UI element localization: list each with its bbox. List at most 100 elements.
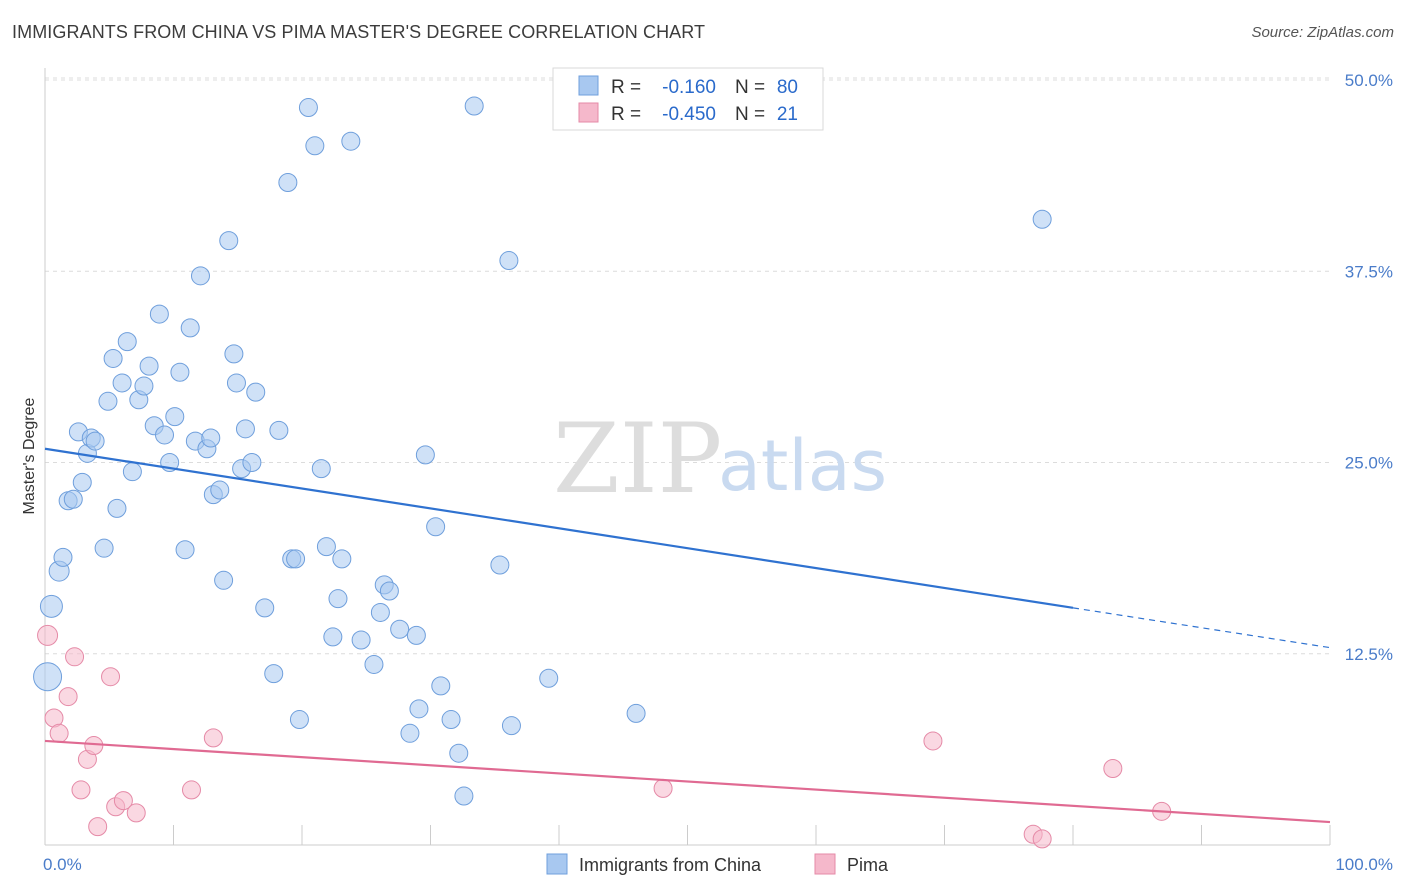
legend-label-1: Pima bbox=[847, 855, 889, 875]
point-s0-44 bbox=[264, 664, 284, 684]
watermark-atlas: atlas bbox=[718, 425, 887, 507]
point-s0-62 bbox=[379, 581, 399, 601]
point-s0-11 bbox=[94, 538, 114, 558]
point-s0-10 bbox=[85, 431, 105, 451]
point-s0-38 bbox=[226, 373, 246, 393]
point-s0-69 bbox=[431, 676, 451, 696]
point-s0-64 bbox=[400, 723, 420, 743]
point-s1-15 bbox=[653, 778, 673, 798]
point-s0-48 bbox=[286, 549, 306, 569]
y-tick-label-2: 37.5% bbox=[1345, 262, 1393, 281]
x-tick-label-1: 100.0% bbox=[1335, 855, 1393, 874]
point-s0-13 bbox=[103, 348, 123, 368]
stats-r-label-1: R = bbox=[611, 104, 641, 125]
point-s0-67 bbox=[415, 445, 435, 465]
point-s0-59 bbox=[364, 654, 384, 674]
point-s1-16 bbox=[923, 731, 943, 751]
point-s0-26 bbox=[170, 362, 190, 382]
data-points bbox=[33, 96, 1172, 849]
point-s0-57 bbox=[341, 131, 361, 151]
stats-n-label-0: N = bbox=[735, 77, 765, 98]
point-s0-65 bbox=[406, 625, 426, 645]
point-s1-0 bbox=[37, 624, 59, 646]
watermark: ZIP atlas bbox=[553, 403, 887, 515]
point-s0-7 bbox=[72, 472, 92, 492]
point-s0-37 bbox=[224, 344, 244, 364]
point-s0-17 bbox=[122, 462, 142, 482]
point-s1-5 bbox=[71, 780, 91, 800]
chart-title: IMMIGRANTS FROM CHINA VS PIMA MASTER'S D… bbox=[12, 22, 706, 42]
point-s0-50 bbox=[298, 98, 318, 118]
legend-label-0: Immigrants from China bbox=[579, 855, 762, 875]
point-s1-4 bbox=[65, 647, 85, 667]
point-s0-27 bbox=[175, 540, 195, 560]
point-s1-18 bbox=[1032, 829, 1052, 849]
point-s0-55 bbox=[328, 589, 348, 609]
point-s0-53 bbox=[316, 537, 336, 557]
point-s0-19 bbox=[134, 376, 154, 396]
trend-extension-s0 bbox=[1072, 607, 1331, 649]
point-s0-16 bbox=[117, 332, 137, 352]
stats-n-label-1: N = bbox=[735, 104, 765, 125]
point-s0-63 bbox=[390, 619, 410, 639]
point-s0-0 bbox=[33, 662, 63, 692]
point-s0-23 bbox=[155, 425, 175, 445]
point-s0-30 bbox=[190, 266, 210, 286]
trend-lines bbox=[44, 447, 1331, 824]
point-s0-15 bbox=[112, 373, 132, 393]
point-s0-77 bbox=[539, 668, 559, 688]
stats-r-label-0: R = bbox=[611, 77, 641, 98]
y-axis-label: Master's Degree bbox=[21, 397, 38, 514]
point-s0-42 bbox=[246, 382, 266, 402]
point-s0-58 bbox=[351, 630, 371, 650]
y-tick-label-1: 25.0% bbox=[1345, 454, 1393, 473]
point-s0-20 bbox=[139, 356, 159, 376]
stats-r-value-1: -0.450 bbox=[662, 104, 716, 125]
trend-line-s1 bbox=[44, 739, 1331, 824]
point-s1-19 bbox=[1103, 759, 1123, 778]
point-s0-56 bbox=[332, 549, 352, 569]
point-s0-41 bbox=[242, 453, 262, 472]
stats-n-value-1: 21 bbox=[777, 104, 798, 125]
point-s0-45 bbox=[269, 420, 289, 440]
point-s1-14 bbox=[203, 728, 223, 748]
point-s0-36 bbox=[219, 231, 239, 251]
point-s0-72 bbox=[454, 786, 474, 806]
stats-n-value-0: 80 bbox=[777, 77, 798, 98]
point-s0-79 bbox=[1032, 209, 1052, 229]
legend-swatch-0 bbox=[546, 853, 568, 875]
grid-lines bbox=[45, 77, 1330, 655]
point-s0-74 bbox=[490, 555, 510, 575]
stats-swatch-1 bbox=[578, 102, 599, 123]
source-label: Source: ZipAtlas.com bbox=[1251, 24, 1394, 41]
point-s0-1 bbox=[39, 594, 63, 618]
point-s0-75 bbox=[499, 251, 519, 271]
point-s0-28 bbox=[180, 318, 200, 338]
point-s1-8 bbox=[88, 817, 108, 837]
point-s1-9 bbox=[101, 667, 121, 687]
point-s0-66 bbox=[409, 699, 429, 719]
point-s0-32 bbox=[201, 428, 221, 448]
point-s0-3 bbox=[53, 547, 73, 567]
point-s0-5 bbox=[63, 489, 83, 509]
point-s0-40 bbox=[235, 419, 255, 439]
legend-swatch-1 bbox=[814, 853, 836, 875]
point-s0-73 bbox=[464, 96, 484, 116]
point-s1-2 bbox=[49, 723, 69, 743]
stats-legend: R = -0.160 N = 80 R = -0.450 N = 21 bbox=[552, 67, 824, 131]
trend-line-s0 bbox=[44, 447, 1074, 609]
point-s0-12 bbox=[98, 391, 118, 411]
series-legend: Immigrants from China Pima bbox=[546, 853, 889, 875]
point-s0-14 bbox=[107, 498, 127, 518]
point-s1-13 bbox=[181, 780, 201, 800]
stats-swatch-0 bbox=[578, 75, 599, 96]
point-s0-34 bbox=[210, 480, 230, 500]
x-tick-label-0: 0.0% bbox=[43, 855, 82, 874]
point-s0-52 bbox=[311, 459, 331, 479]
point-s1-11 bbox=[113, 791, 133, 811]
point-s0-60 bbox=[370, 602, 390, 622]
point-s0-68 bbox=[426, 517, 446, 537]
point-s0-35 bbox=[214, 570, 234, 590]
tick-labels: 12.5% 25.0% 37.5% 50.0% 0.0% 100.0% bbox=[43, 71, 1393, 874]
